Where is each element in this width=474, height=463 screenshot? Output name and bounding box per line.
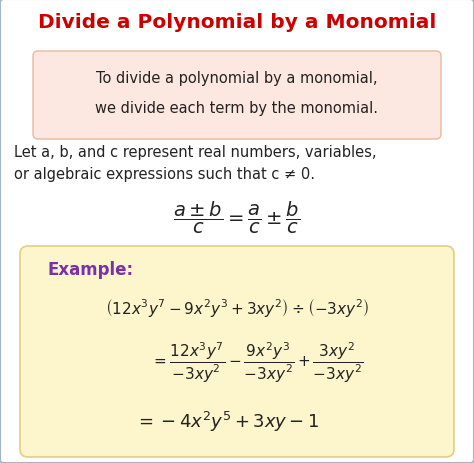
Text: $=\dfrac{12x^3y^7}{-3xy^2}-\dfrac{9x^2y^3}{-3xy^2}+\dfrac{3xy^2}{-3xy^2}$: $=\dfrac{12x^3y^7}{-3xy^2}-\dfrac{9x^2y^… [151,340,363,384]
Text: Let a, b, and c represent real numbers, variables,: Let a, b, and c represent real numbers, … [14,144,376,159]
Text: Divide a Polynomial by a Monomial: Divide a Polynomial by a Monomial [38,13,436,31]
Text: or algebraic expressions such that c ≠ 0.: or algebraic expressions such that c ≠ 0… [14,166,315,181]
Text: $=-4x^2y^5+3xy-1$: $=-4x^2y^5+3xy-1$ [135,409,319,433]
Text: To divide a polynomial by a monomial,: To divide a polynomial by a monomial, [96,71,378,86]
Text: we divide each term by the monomial.: we divide each term by the monomial. [95,101,379,116]
Text: $\left(12x^3y^7-9x^2y^3+3xy^2\right)\div\left(-3xy^2\right)$: $\left(12x^3y^7-9x^2y^3+3xy^2\right)\div… [105,296,369,319]
FancyBboxPatch shape [20,246,454,457]
Text: Example:: Example: [48,260,134,278]
Text: $\dfrac{a \pm b}{c} = \dfrac{a}{c} \pm \dfrac{b}{c}$: $\dfrac{a \pm b}{c} = \dfrac{a}{c} \pm \… [173,200,301,236]
FancyBboxPatch shape [33,52,441,140]
